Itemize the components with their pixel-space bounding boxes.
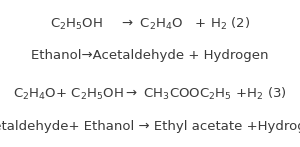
Text: $\mathregular{C_2H_4O}$+ $\mathregular{C_2H_5OH}$$\rightarrow$ $\mathregular{CH_: $\mathregular{C_2H_4O}$+ $\mathregular{C… bbox=[13, 86, 287, 102]
Text: Ethanol→Acetaldehyde + Hydrogen: Ethanol→Acetaldehyde + Hydrogen bbox=[31, 49, 269, 62]
Text: Acetaldehyde+ Ethanol → Ethyl acetate +Hydrogen: Acetaldehyde+ Ethanol → Ethyl acetate +H… bbox=[0, 120, 300, 133]
Text: $\mathregular{C_2H_5OH}$    $\rightarrow$ $\mathregular{C_2H_4O}$   + $\mathregu: $\mathregular{C_2H_5OH}$ $\rightarrow$ $… bbox=[50, 16, 250, 32]
